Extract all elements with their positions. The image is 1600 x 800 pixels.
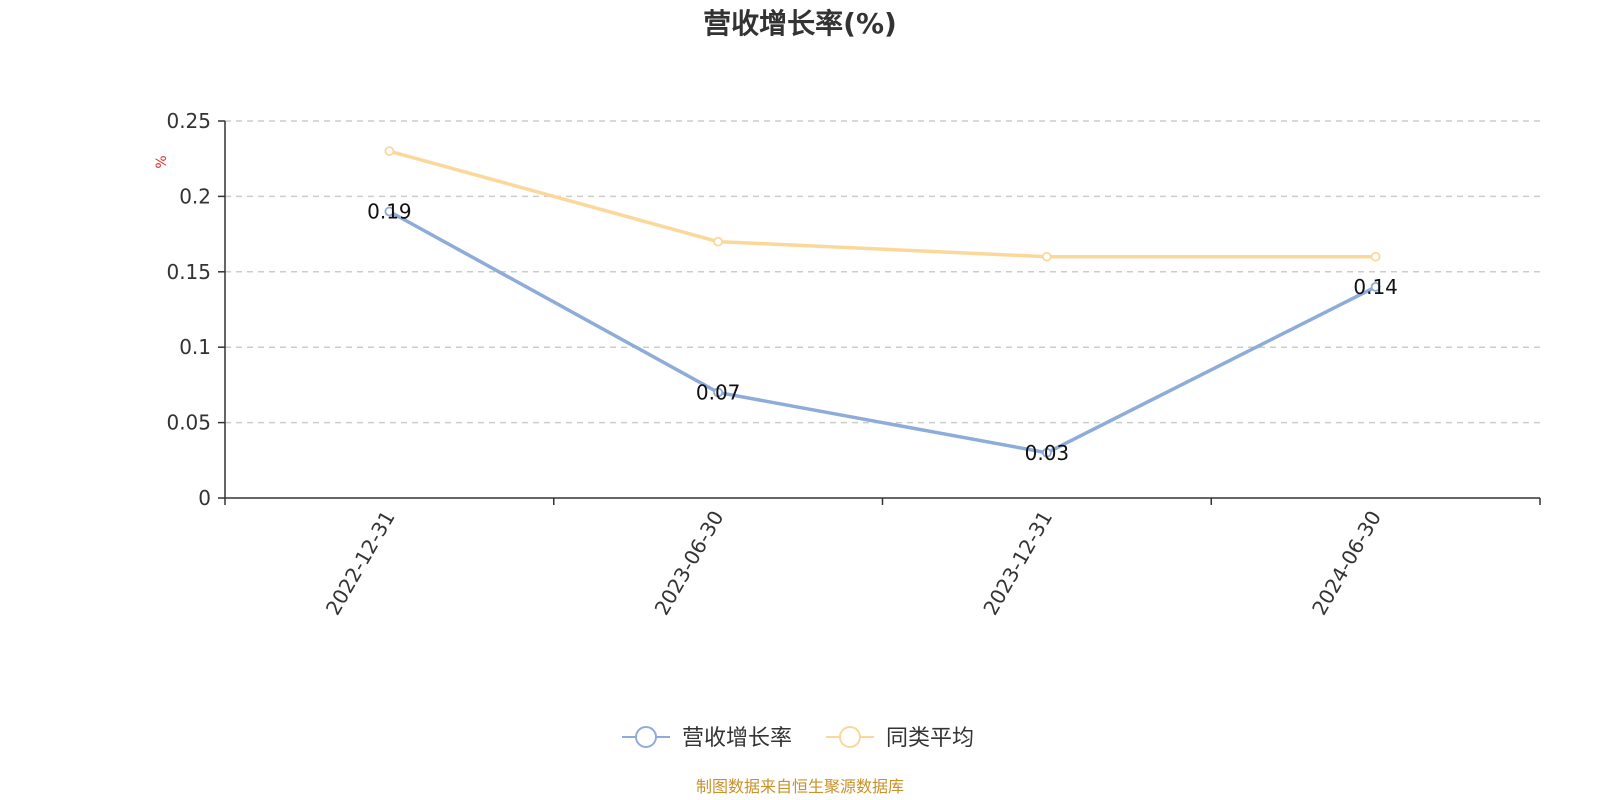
series-1-point-2 — [1041, 251, 1052, 262]
y-tick-label-0: 0 — [198, 486, 211, 510]
data-labels: 0.19 0.07 0.03 0.14 — [367, 199, 1398, 464]
x-tick-label-0: 2022-12-31 — [321, 507, 400, 620]
legend-label-0: 营收增长率 — [682, 726, 792, 751]
series-0-point-2 — [1041, 447, 1052, 458]
legend-marker-0 — [635, 726, 657, 748]
series-0-point-0 — [384, 206, 395, 217]
y-tick-label-1: 0.05 — [166, 411, 211, 435]
x-tick-label-3: 2024-06-30 — [1307, 507, 1386, 620]
series-1-point-3 — [1370, 251, 1381, 262]
legend-marker-1 — [839, 726, 861, 748]
y-tick-label-5: 0.25 — [166, 109, 211, 133]
series-lines — [384, 146, 1381, 458]
x-tick-label-1: 2023-06-30 — [650, 507, 729, 620]
grid-lines — [225, 120, 1540, 424]
legend-label-1: 同类平均 — [886, 726, 974, 751]
series-0-point-3 — [1370, 281, 1381, 292]
series-line-0 — [387, 209, 1378, 455]
series-1-point-0 — [384, 146, 395, 157]
data-label-3: 0.14 — [1353, 275, 1398, 299]
data-label-1: 0.07 — [696, 380, 741, 404]
series-0-point-1 — [713, 387, 724, 398]
legend: 营收增长率 同类平均 — [622, 726, 974, 751]
y-axis-unit-label: % — [154, 155, 170, 168]
data-label-0: 0.19 — [367, 199, 412, 223]
axes: 0 0.05 0.1 0.15 0.2 0.25 2022-12-31 2023-06-30 2… — [166, 109, 1541, 620]
series-1-point-1 — [713, 236, 724, 247]
y-tick-label-2: 0.1 — [179, 335, 211, 359]
y-tick-label-3: 0.15 — [166, 260, 211, 284]
source-note: 制图数据来自恒生聚源数据库 — [696, 777, 904, 796]
x-tick-label-2: 2023-12-31 — [978, 507, 1057, 620]
series-line-1 — [387, 149, 1378, 259]
chart-title: 营收增长率(%) — [703, 7, 897, 40]
y-tick-label-4: 0.2 — [179, 184, 211, 208]
data-label-2: 0.03 — [1025, 441, 1070, 465]
